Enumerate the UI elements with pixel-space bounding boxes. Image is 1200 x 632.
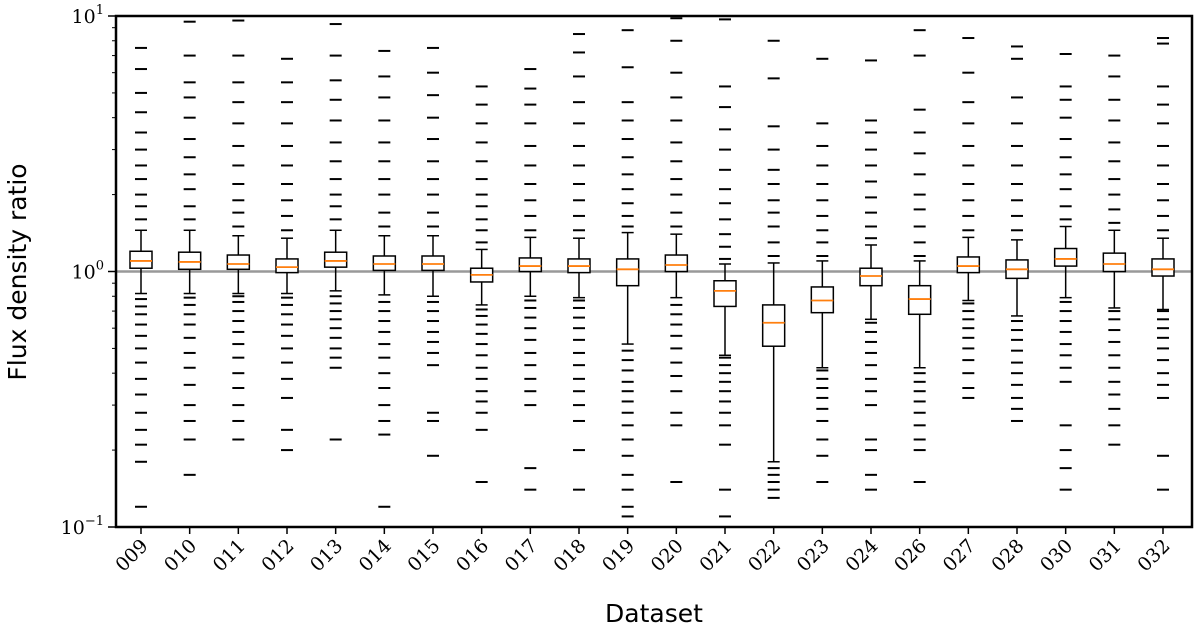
y-tick-label: 10−1 [61, 514, 104, 539]
box-013 [323, 23, 348, 441]
iqr-box [1151, 258, 1175, 277]
box-021 [713, 18, 737, 518]
iqr-box [1053, 247, 1078, 267]
iqr-box [664, 254, 689, 273]
x-axis-ticks: 009 010 011 012 013 014 015 016 017 018 019 020 021 0… [111, 527, 1175, 576]
box-023 [810, 57, 835, 484]
box-015 [421, 46, 445, 457]
x-tick-label: 028 [987, 535, 1028, 576]
iqr-box [956, 256, 981, 274]
box-024 [859, 59, 883, 491]
box-026 [907, 29, 932, 484]
x-tick-label: 023 [793, 535, 834, 576]
y-tick-label: 100 [72, 259, 104, 284]
x-tick-label: 031 [1085, 535, 1126, 576]
x-tick-label: 019 [598, 535, 639, 576]
plot-area [116, 17, 1192, 518]
y-axis-ticks: 10−1 100 101 [61, 3, 116, 539]
x-tick-label: 012 [257, 535, 298, 576]
x-tick-label: 009 [111, 535, 152, 576]
iqr-box [859, 267, 883, 287]
x-tick-label: 017 [501, 535, 542, 576]
box-030 [1053, 53, 1078, 491]
box-012 [275, 57, 299, 452]
x-tick-label: 013 [306, 535, 347, 576]
box-032 [1151, 37, 1175, 491]
x-axis-title: Dataset [605, 599, 703, 628]
x-tick-label: 010 [160, 535, 201, 576]
box-018 [567, 33, 591, 491]
iqr-box [226, 254, 251, 271]
box-027 [956, 37, 981, 399]
iqr-box [518, 257, 543, 273]
x-tick-label: 021 [695, 535, 736, 576]
x-tick-label: 026 [890, 535, 931, 576]
x-tick-label: 018 [549, 535, 590, 576]
box-009 [129, 46, 153, 508]
iqr-box [761, 304, 786, 347]
box-016 [469, 85, 494, 484]
box-031 [1102, 54, 1127, 446]
iqr-box [615, 258, 640, 287]
box-011 [226, 19, 251, 441]
iqr-box [129, 250, 153, 269]
x-tick-label: 011 [209, 535, 250, 576]
x-tick-label: 015 [403, 535, 444, 576]
x-tick-label: 027 [939, 535, 980, 576]
y-axis-title: Flux density ratio [3, 163, 32, 380]
box-010 [177, 20, 202, 476]
box-020 [664, 17, 689, 484]
iqr-box [907, 284, 932, 316]
iqr-box [713, 280, 737, 308]
x-tick-label: 014 [355, 535, 396, 576]
box-028 [1005, 45, 1029, 422]
x-tick-label: 032 [1133, 535, 1174, 576]
x-tick-label: 016 [452, 535, 493, 576]
iqr-box [323, 251, 348, 268]
box-014 [372, 49, 397, 508]
iqr-box [275, 258, 299, 274]
x-tick-label: 022 [744, 535, 785, 576]
x-tick-label: 020 [647, 535, 688, 576]
iqr-box [1102, 252, 1127, 273]
box-019 [615, 29, 640, 518]
box-017 [518, 68, 543, 491]
iqr-box [177, 251, 202, 271]
x-tick-label: 024 [841, 535, 882, 576]
x-tick-label: 030 [1036, 535, 1077, 576]
box-022 [761, 39, 786, 499]
y-tick-label: 101 [72, 3, 104, 28]
